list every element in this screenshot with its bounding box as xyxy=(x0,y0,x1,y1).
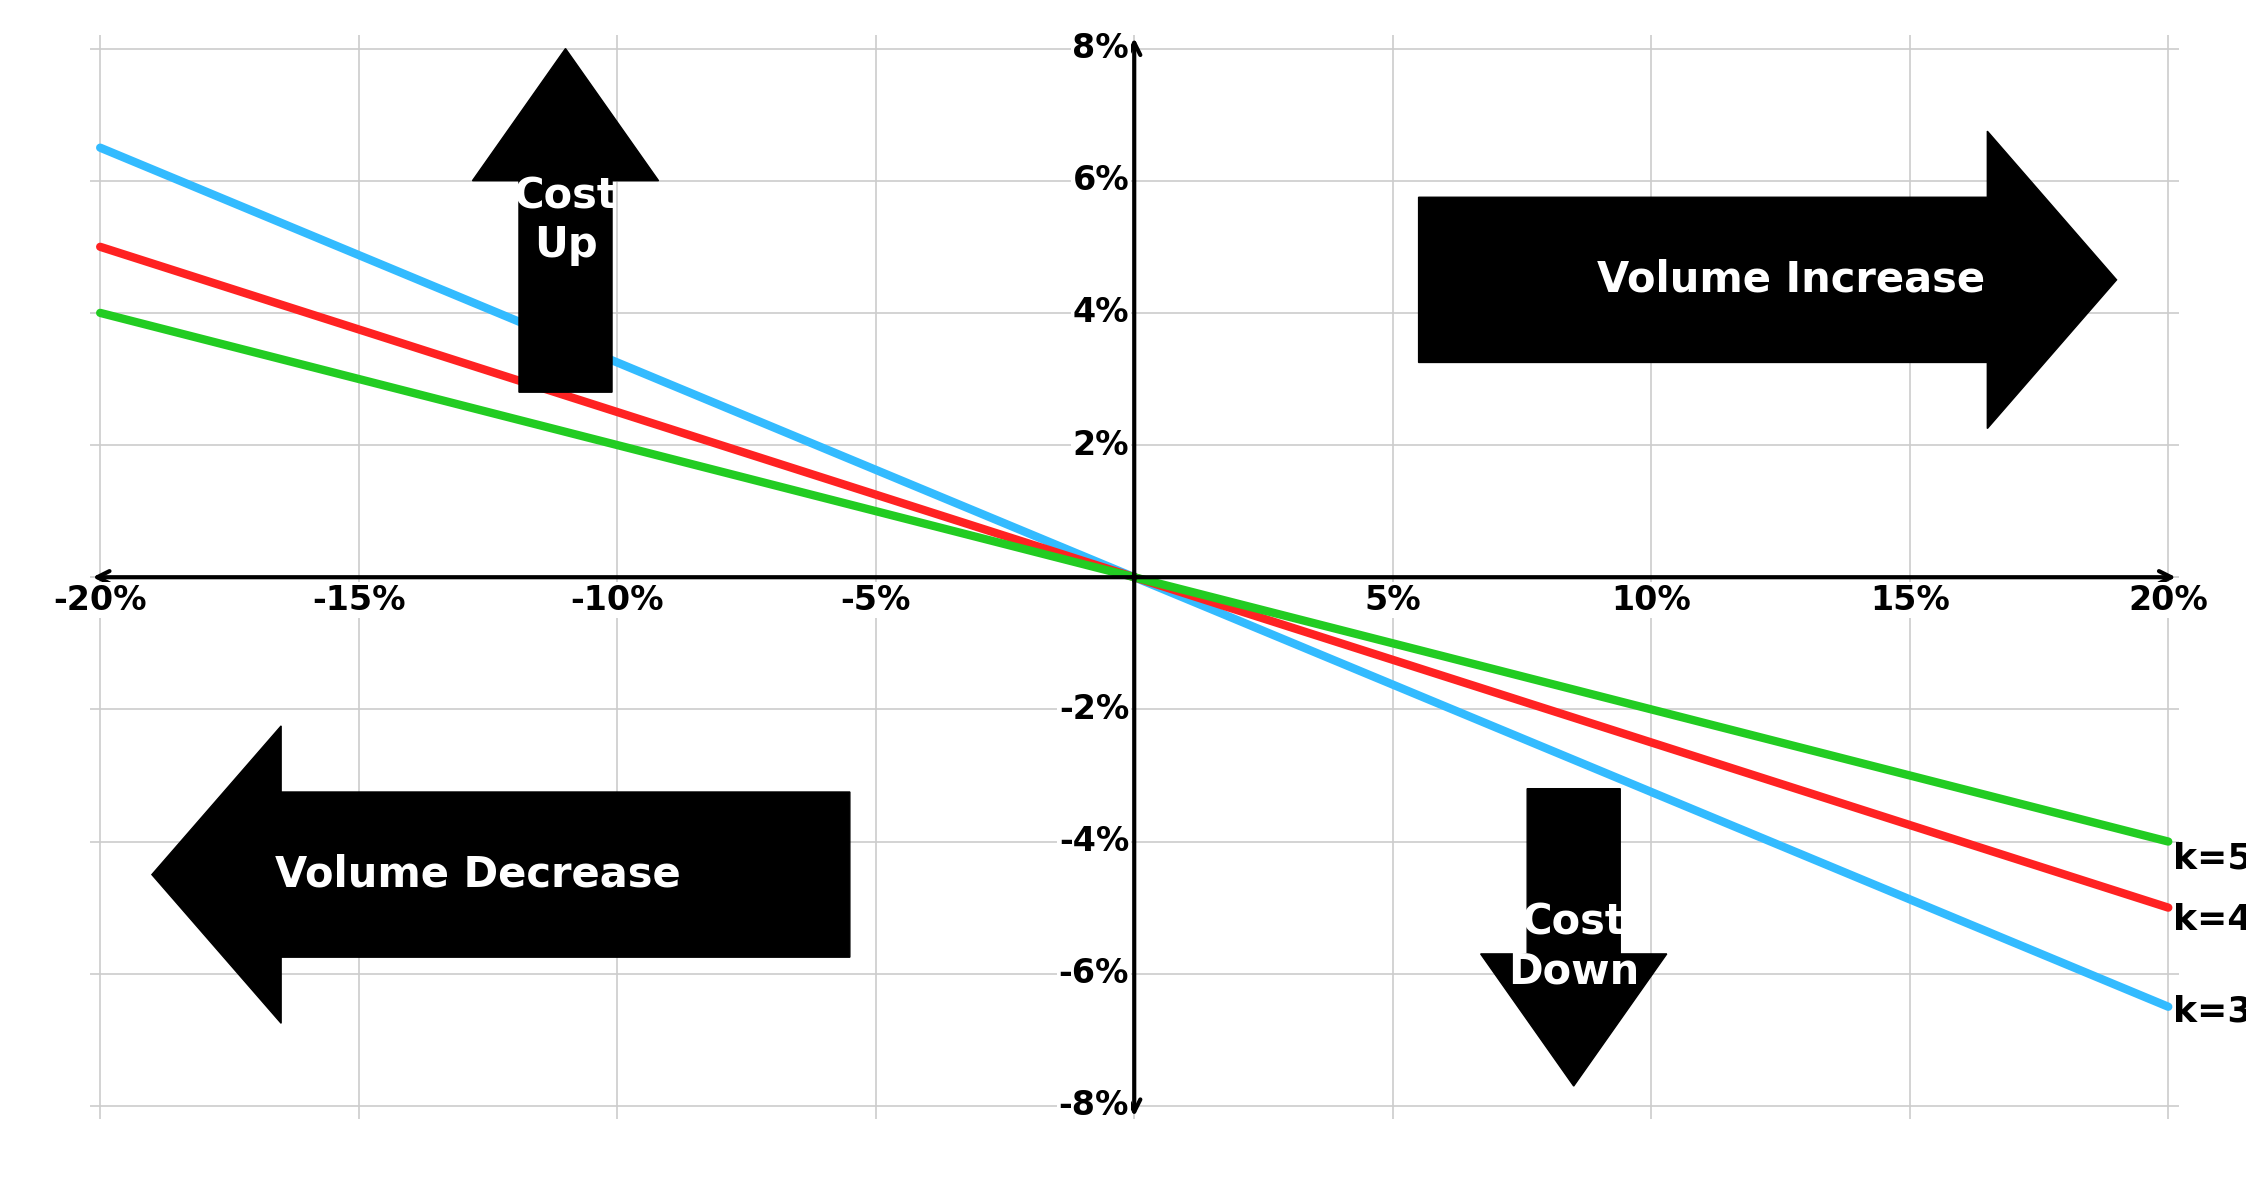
Text: k=5: k=5 xyxy=(2174,841,2246,875)
Text: 2%: 2% xyxy=(1074,429,1130,462)
FancyArrow shape xyxy=(1480,789,1667,1086)
Text: k=4: k=4 xyxy=(2174,902,2246,937)
Text: Volume Decrease: Volume Decrease xyxy=(274,854,681,895)
Text: -4%: -4% xyxy=(1058,825,1130,858)
Text: -15%: -15% xyxy=(312,584,407,617)
FancyArrow shape xyxy=(472,48,658,392)
Text: -5%: -5% xyxy=(840,584,912,617)
Text: Volume Increase: Volume Increase xyxy=(1597,259,1985,300)
Text: Cost
Down: Cost Down xyxy=(1507,902,1640,993)
Text: Cost
Up: Cost Up xyxy=(514,176,618,266)
Text: 6%: 6% xyxy=(1071,164,1130,197)
Text: 20%: 20% xyxy=(2129,584,2208,617)
Text: -8%: -8% xyxy=(1058,1090,1130,1123)
FancyArrow shape xyxy=(1419,131,2116,429)
Text: -6%: -6% xyxy=(1058,958,1130,991)
Text: -20%: -20% xyxy=(54,584,146,617)
Text: k=3: k=3 xyxy=(2174,994,2246,1028)
Text: -2%: -2% xyxy=(1058,693,1130,726)
FancyArrow shape xyxy=(153,726,849,1024)
Text: 8%: 8% xyxy=(1071,32,1130,65)
Text: 4%: 4% xyxy=(1074,297,1130,330)
Text: 15%: 15% xyxy=(1871,584,1950,617)
Text: -10%: -10% xyxy=(570,584,665,617)
Text: 10%: 10% xyxy=(1610,584,1691,617)
Text: 5%: 5% xyxy=(1363,584,1422,617)
